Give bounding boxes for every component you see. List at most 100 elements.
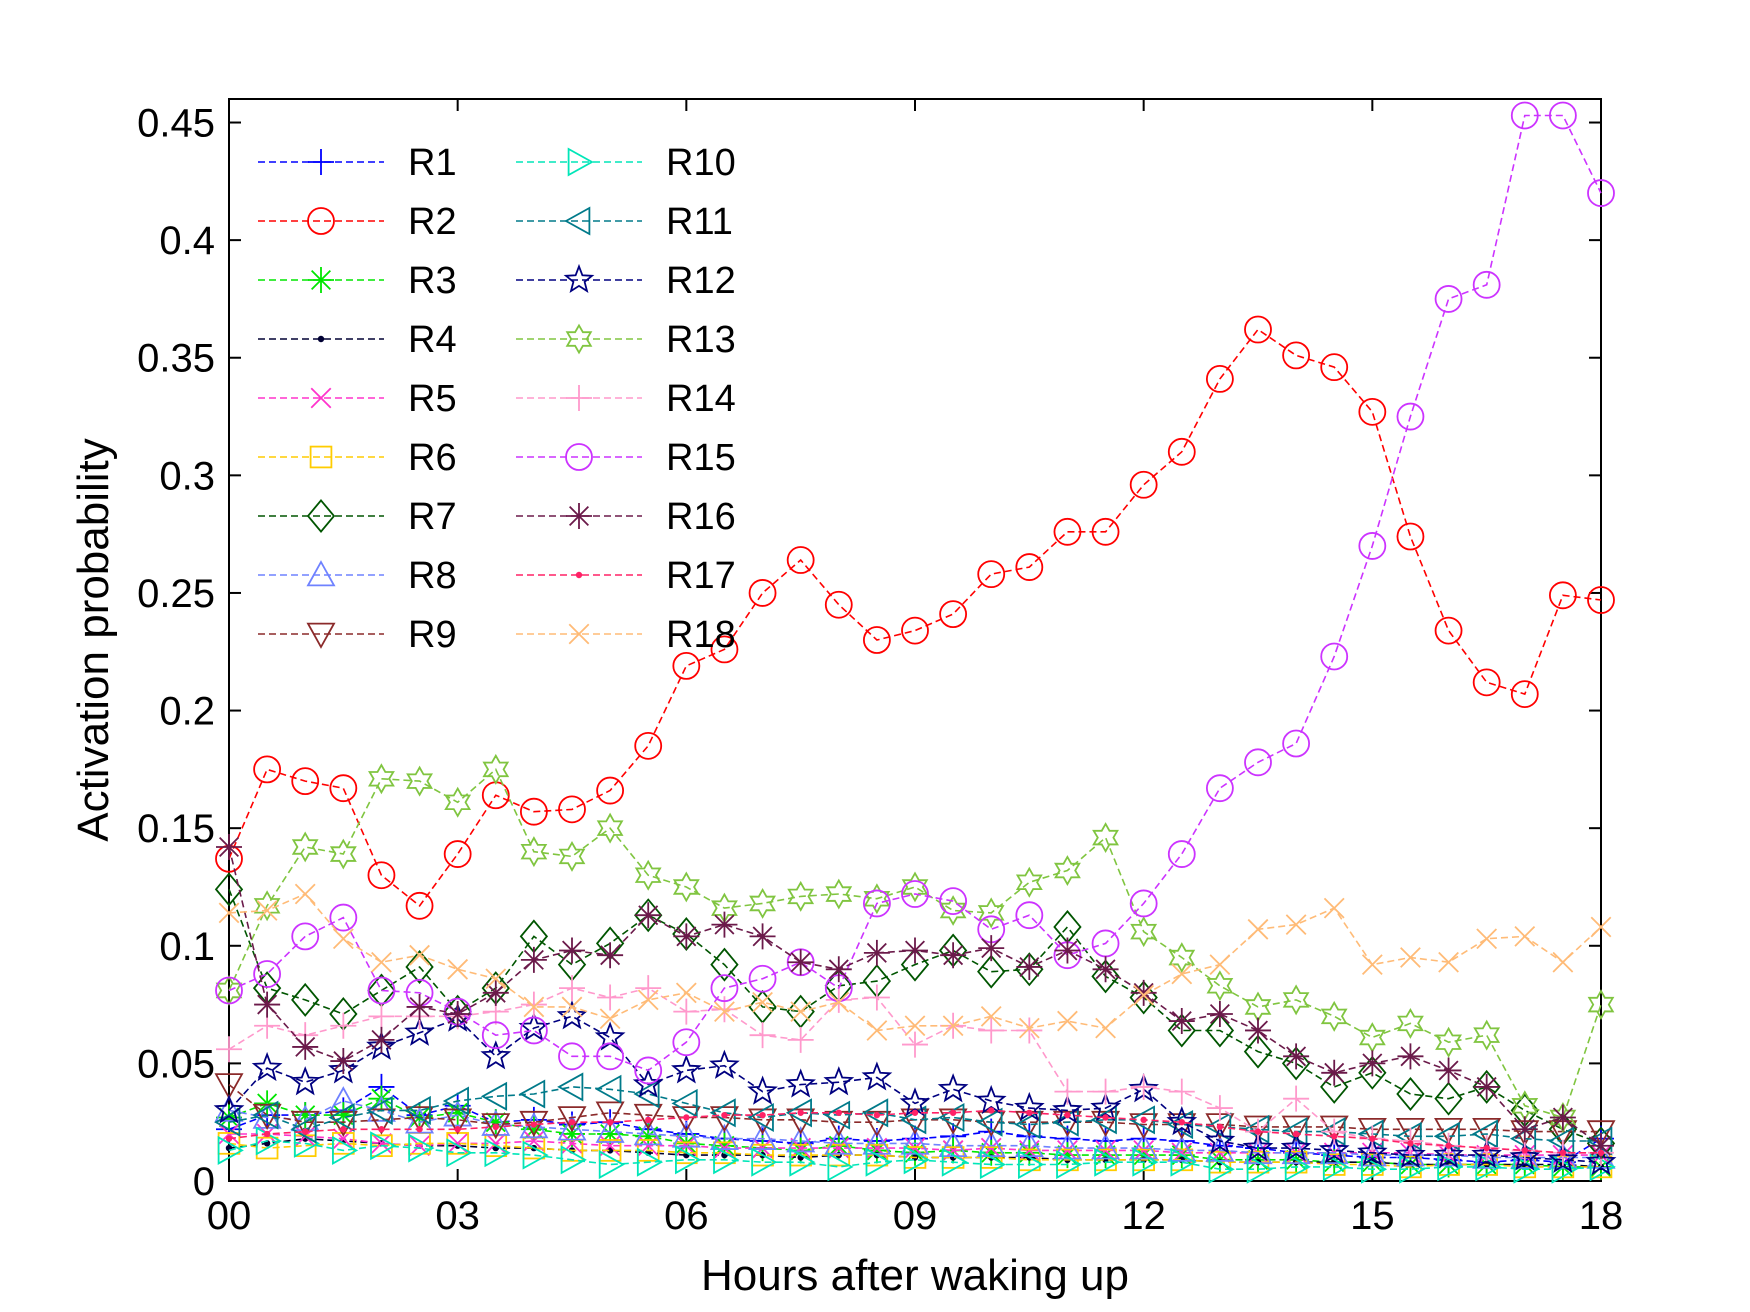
data-point-r15 xyxy=(519,1016,548,1045)
data-point-r10 xyxy=(865,1147,892,1177)
data-point-r14 xyxy=(1283,1085,1310,1112)
data-point-r11 xyxy=(709,1098,736,1128)
data-point-r14 xyxy=(902,1031,928,1058)
legend-marker xyxy=(567,147,594,177)
data-point-r16 xyxy=(292,1033,319,1060)
data-point-r16 xyxy=(1549,1104,1576,1131)
data-point-r10 xyxy=(1513,1154,1540,1184)
data-point-r12 xyxy=(289,1066,321,1096)
legend-item-r3: R3 xyxy=(258,260,457,302)
data-point-r7 xyxy=(1167,1013,1196,1048)
y-tick-label: 0.4 xyxy=(159,219,215,263)
x-tick-label: 15 xyxy=(1350,1194,1395,1238)
data-point-r18 xyxy=(218,902,240,924)
data-point-r18 xyxy=(599,1008,621,1030)
data-point-r18 xyxy=(1438,951,1459,973)
data-point-r15 xyxy=(1167,840,1196,868)
data-point-r18 xyxy=(409,944,430,966)
data-point-r14 xyxy=(1321,1118,1348,1145)
data-point-r16 xyxy=(940,942,967,969)
data-point-r3 xyxy=(559,1120,585,1147)
data-point-r11 xyxy=(480,1081,508,1111)
data-point-r8 xyxy=(443,1100,473,1127)
legend-label: R12 xyxy=(666,260,736,302)
data-point-r5 xyxy=(1095,1140,1116,1161)
data-point-r16 xyxy=(1206,1001,1233,1027)
data-point-r13 xyxy=(749,887,776,919)
data-point-r13 xyxy=(787,880,815,912)
data-point-r15 xyxy=(481,1021,510,1050)
data-point-r12 xyxy=(404,1016,435,1046)
legend-marker xyxy=(565,443,593,471)
data-point-r9 xyxy=(633,1103,663,1130)
x-tick-label: 12 xyxy=(1121,1194,1166,1238)
data-point-r9 xyxy=(557,1106,587,1133)
data-point-r14 xyxy=(559,975,585,1002)
data-point-r16 xyxy=(1283,1043,1310,1070)
legend-label: R11 xyxy=(666,201,733,243)
legend-label: R8 xyxy=(408,555,457,597)
legend-label: R5 xyxy=(408,378,457,420)
data-point-r8 xyxy=(671,1121,701,1148)
data-point-r10 xyxy=(789,1147,816,1177)
series-r2 xyxy=(215,315,1615,920)
data-point-r10 xyxy=(1132,1147,1159,1177)
legend-marker xyxy=(317,335,325,343)
data-point-r10 xyxy=(1551,1154,1578,1184)
data-point-r16 xyxy=(1359,1050,1386,1077)
data-point-r18 xyxy=(714,1001,735,1023)
data-point-r2 xyxy=(1053,517,1082,546)
data-point-r10 xyxy=(1437,1152,1464,1182)
data-point-r16 xyxy=(1511,1116,1538,1143)
data-point-r17 xyxy=(454,1126,461,1133)
data-point-r17 xyxy=(263,1130,271,1138)
data-point-r17 xyxy=(530,1121,538,1128)
data-point-r18 xyxy=(866,1020,888,1041)
x-tick-label: 09 xyxy=(893,1194,938,1238)
data-point-r11 xyxy=(823,1100,851,1130)
data-point-r15 xyxy=(1472,270,1501,299)
data-point-r16 xyxy=(978,935,1005,962)
data-point-r17 xyxy=(911,1109,919,1116)
data-point-r2 xyxy=(1244,315,1272,344)
legend-item-r5: R5 xyxy=(258,378,457,420)
data-point-r14 xyxy=(749,1022,776,1049)
data-point-r18 xyxy=(790,1001,812,1023)
data-point-r14 xyxy=(330,1012,357,1039)
data-point-r2 xyxy=(329,774,358,803)
legend-item-r2: R2 xyxy=(258,201,457,243)
legend-item-r13: R13 xyxy=(516,319,736,361)
data-point-r16 xyxy=(1435,1057,1462,1084)
data-point-r8 xyxy=(481,1109,511,1136)
data-point-r16 xyxy=(635,902,662,929)
data-point-r17 xyxy=(645,1116,652,1124)
legend-marker xyxy=(309,445,333,469)
data-point-r2 xyxy=(1015,553,1044,581)
data-point-r13 xyxy=(1549,1101,1577,1133)
data-point-r2 xyxy=(1091,517,1120,546)
data-point-r15 xyxy=(1587,179,1615,207)
data-point-r14 xyxy=(216,1036,242,1063)
data-point-r18 xyxy=(980,1005,1002,1027)
data-point-r18 xyxy=(1400,947,1421,968)
y-tick-label: 0.35 xyxy=(137,337,215,381)
data-point-r2 xyxy=(291,767,320,796)
data-point-r17 xyxy=(797,1109,804,1116)
data-point-r10 xyxy=(903,1145,930,1175)
data-point-r14 xyxy=(368,1003,395,1030)
data-point-r11 xyxy=(366,1095,393,1125)
data-point-r13 xyxy=(368,763,395,795)
data-point-r15 xyxy=(215,976,243,1005)
data-point-r17 xyxy=(873,1111,881,1119)
data-point-r14 xyxy=(863,984,890,1011)
data-point-r18 xyxy=(752,991,773,1013)
data-point-r11 xyxy=(1471,1119,1498,1149)
data-point-r2 xyxy=(939,600,968,629)
data-point-r8 xyxy=(748,1123,778,1150)
x-tick-label: 03 xyxy=(435,1194,480,1238)
data-point-r7 xyxy=(710,947,739,982)
data-point-r7 xyxy=(405,949,434,984)
series-r16 xyxy=(216,833,1614,1159)
data-point-r17 xyxy=(835,1109,842,1116)
data-point-r12 xyxy=(1395,1139,1426,1169)
